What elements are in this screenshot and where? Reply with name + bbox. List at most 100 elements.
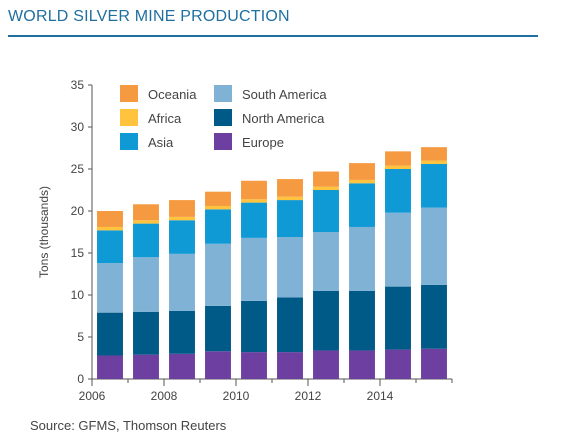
bar-segment-north-america: [385, 286, 411, 350]
bar-segment-oceania: [349, 163, 375, 180]
legend-label: Africa: [148, 111, 182, 126]
bar-segment-africa: [349, 179, 375, 184]
bar-segment-asia: [277, 200, 303, 238]
bar-stack: [205, 191, 231, 379]
bar-segment-asia: [169, 220, 195, 254]
bar-segment-oceania: [205, 191, 231, 206]
legend-swatch: [214, 109, 232, 126]
x-tick-label: 2012: [295, 389, 322, 403]
bar-segment-south-america: [241, 237, 267, 301]
bar-segment-africa: [205, 205, 231, 210]
bar-segment-asia: [385, 169, 411, 213]
bar-segment-north-america: [313, 290, 339, 351]
y-tick-label: 0: [77, 372, 84, 386]
legend-label: South America: [242, 87, 327, 102]
y-tick-label: 30: [71, 120, 85, 134]
bar-segment-oceania: [277, 179, 303, 197]
bar-segment-africa: [385, 165, 411, 169]
bar-segment-south-america: [349, 226, 375, 291]
bar-stack: [277, 179, 303, 379]
legend-item: North America: [214, 109, 325, 126]
bar-segment-south-america: [133, 257, 159, 312]
bar-segment-north-america: [277, 297, 303, 353]
bar-segment-asia: [133, 223, 159, 258]
bar-segment-north-america: [349, 290, 375, 351]
bar-stack: [421, 147, 447, 379]
legend-label: Asia: [148, 135, 174, 150]
bar-segment-oceania: [241, 180, 267, 200]
bar-segment-europe: [313, 350, 339, 379]
bar-segment-south-america: [97, 263, 123, 313]
bar-segment-asia: [205, 209, 231, 244]
legend-swatch: [120, 109, 138, 126]
title-divider: [8, 35, 538, 37]
bar-segment-africa: [313, 186, 339, 190]
bar-segment-south-america: [385, 212, 411, 287]
bar-segment-europe: [241, 352, 267, 379]
bar-segment-oceania: [313, 171, 339, 187]
bar-segment-north-america: [97, 312, 123, 356]
x-tick-label: 2006: [79, 389, 106, 403]
legend-label: Oceania: [148, 87, 197, 102]
bar-segment-africa: [421, 160, 447, 164]
chart-title: WORLD SILVER MINE PRODUCTION: [8, 8, 290, 25]
legend: Oceania South America Africa North America A…: [120, 85, 327, 150]
legend-swatch: [120, 133, 138, 150]
bar-segment-oceania: [385, 151, 411, 166]
bar-segment-europe: [133, 354, 159, 379]
legend-item: South America: [214, 85, 327, 102]
legend-item: Africa: [120, 109, 182, 126]
bar-segment-europe: [385, 349, 411, 379]
bar-segment-asia: [349, 183, 375, 227]
x-tick-label: 2008: [151, 389, 178, 403]
legend-item: Europe: [214, 133, 284, 150]
y-tick-label: 5: [77, 330, 84, 344]
legend-swatch: [214, 133, 232, 150]
legend-label: Europe: [242, 135, 284, 150]
legend-swatch: [120, 85, 138, 102]
bar-segment-south-america: [169, 253, 195, 311]
legend-item: Oceania: [120, 85, 197, 102]
legend-label: North America: [242, 111, 325, 126]
source-note: Source: GFMS, Thomson Reuters: [30, 418, 227, 433]
axes: 0 5 10 15 20 25 30 35 Tons (thousands) 2006 2008 20…: [37, 78, 453, 403]
y-tick-label: 25: [71, 162, 85, 176]
bar-stack: [313, 171, 339, 379]
bar-segment-europe: [205, 351, 231, 379]
bar-segment-south-america: [277, 237, 303, 298]
bar-segment-asia: [313, 190, 339, 232]
bar-stack: [97, 211, 123, 379]
bar-segment-oceania: [169, 200, 195, 217]
bar-segment-asia: [421, 163, 447, 208]
bar-segment-south-america: [205, 243, 231, 306]
bars: [97, 147, 447, 379]
bar-segment-south-america: [313, 232, 339, 291]
bar-segment-oceania: [133, 204, 159, 221]
y-axis-label: Tons (thousands): [37, 186, 51, 278]
bar-segment-north-america: [205, 305, 231, 352]
bar-segment-africa: [277, 196, 303, 201]
bar-segment-europe: [277, 352, 303, 379]
y-tick-label: 35: [71, 78, 85, 92]
bar-stack: [133, 204, 159, 379]
y-tick-label: 10: [71, 288, 85, 302]
bar-segment-south-america: [421, 207, 447, 285]
legend-item: Asia: [120, 133, 174, 150]
bar-stack: [241, 180, 267, 379]
bar-segment-africa: [241, 199, 267, 203]
bar-stack: [385, 151, 411, 379]
bar-segment-oceania: [421, 147, 447, 161]
x-tick-label: 2014: [367, 389, 394, 403]
bar-segment-africa: [169, 216, 195, 221]
bar-segment-africa: [97, 226, 123, 231]
bar-segment-north-america: [241, 300, 267, 353]
bar-segment-north-america: [421, 284, 447, 349]
bar-segment-north-america: [169, 310, 195, 354]
legend-swatch: [214, 85, 232, 102]
y-tick-label: 15: [71, 246, 85, 260]
bar-segment-asia: [97, 230, 123, 264]
bar-stack: [169, 200, 195, 379]
bar-segment-europe: [97, 355, 123, 379]
bar-segment-asia: [241, 202, 267, 238]
